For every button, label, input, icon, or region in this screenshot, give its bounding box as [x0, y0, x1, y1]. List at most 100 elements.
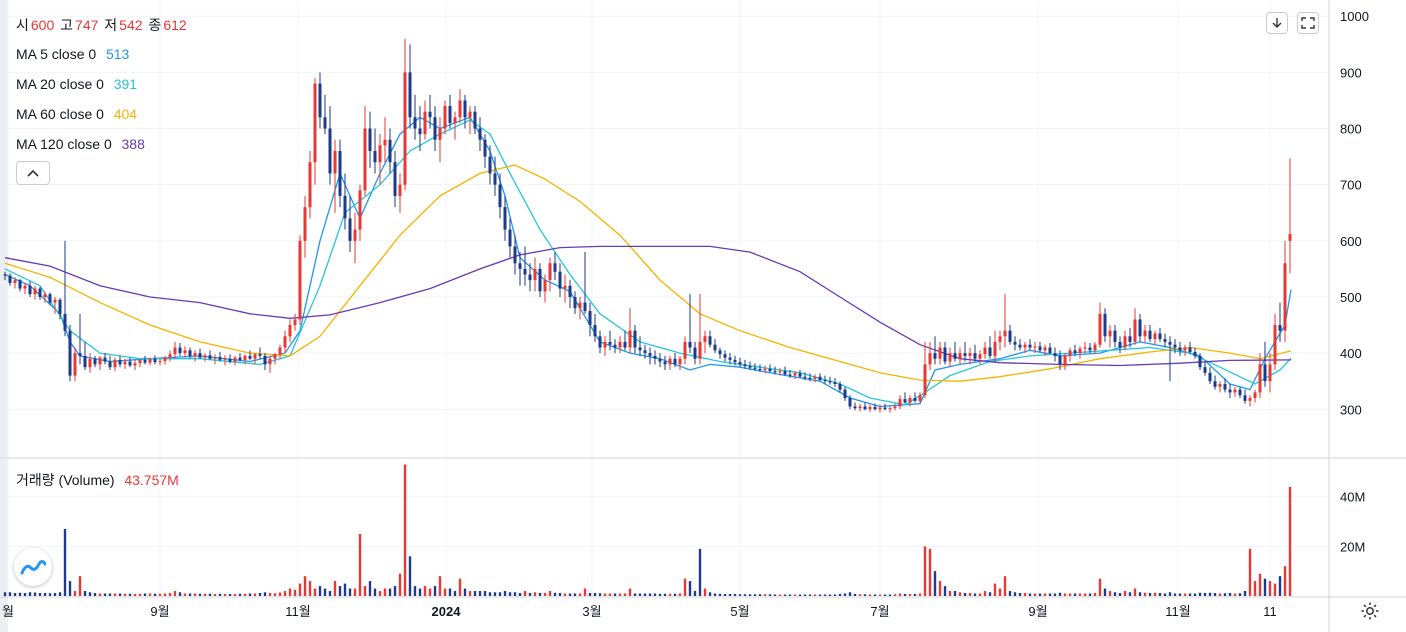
- candle-body: [1158, 333, 1162, 340]
- candle-body: [1183, 347, 1187, 351]
- volume-bar: [448, 588, 452, 596]
- ma5-legend[interactable]: MA 5 close 0 513: [16, 44, 131, 64]
- time-tick-label: 3월: [582, 604, 601, 619]
- candle-body: [513, 246, 517, 264]
- volume-bar: [388, 588, 392, 596]
- settings-button[interactable]: [1360, 601, 1380, 627]
- candle-body: [1103, 313, 1107, 337]
- volume-bar: [63, 529, 67, 596]
- volume-bar: [478, 591, 482, 596]
- volume-bar: [1223, 593, 1227, 596]
- candle-body: [213, 357, 217, 359]
- volume-bar: [118, 593, 122, 596]
- volume-bar: [1028, 593, 1032, 596]
- candle-body: [493, 173, 497, 185]
- ma60-value: 404: [113, 106, 138, 122]
- candle-body: [333, 150, 337, 174]
- candle-body: [673, 358, 677, 365]
- volume-bar: [353, 588, 357, 596]
- candle-body: [908, 398, 912, 403]
- volume-bar: [138, 593, 142, 596]
- volume-bar: [443, 588, 447, 596]
- open-label: 시: [16, 17, 29, 33]
- candle-body: [898, 399, 902, 407]
- volume-bar: [643, 593, 647, 596]
- price-tick-label: 900: [1340, 65, 1362, 80]
- volume-bar: [1258, 573, 1262, 596]
- volume-bar: [433, 586, 437, 596]
- candle-body: [1088, 347, 1092, 351]
- volume-bar: [893, 594, 897, 596]
- candle-body: [3, 274, 7, 276]
- candle-body: [278, 347, 282, 355]
- candle-body: [848, 398, 852, 407]
- candle-body: [558, 271, 562, 289]
- candle-body: [1133, 319, 1137, 342]
- volume-bar: [1128, 592, 1132, 596]
- volume-bar: [383, 588, 387, 596]
- candle-body: [598, 336, 602, 348]
- volume-bar: [1018, 593, 1022, 596]
- candle-body: [183, 350, 187, 354]
- volume-bar: [233, 594, 237, 596]
- price-tick-label: 400: [1340, 346, 1362, 361]
- volume-bar: [668, 593, 672, 596]
- ma60-legend[interactable]: MA 60 close 0 404: [16, 104, 139, 124]
- ma20-legend[interactable]: MA 20 close 0 391: [16, 74, 139, 94]
- volume-bar: [593, 593, 597, 596]
- download-button[interactable]: [1266, 12, 1288, 34]
- volume-bar: [1123, 591, 1127, 596]
- volume-bar: [623, 593, 627, 596]
- volume-bar: [3, 592, 7, 596]
- candle-body: [363, 128, 367, 191]
- candle-body: [413, 117, 417, 129]
- left-edge: [0, 0, 8, 632]
- volume-bar: [518, 593, 522, 596]
- fullscreen-button[interactable]: [1297, 12, 1319, 34]
- volume-bar: [303, 576, 307, 596]
- volume-bar: [298, 583, 302, 596]
- candle-body: [803, 376, 807, 378]
- candle-body: [1098, 313, 1102, 345]
- candle-body: [788, 374, 792, 376]
- volume-bar: [1213, 593, 1217, 596]
- candle-body: [768, 368, 772, 372]
- candle-body: [953, 353, 957, 359]
- tradingview-logo[interactable]: [14, 548, 52, 586]
- candle-body: [263, 355, 267, 365]
- candle-body: [753, 367, 757, 369]
- volume-bar: [828, 594, 832, 596]
- candle-body: [548, 263, 552, 281]
- volume-bar: [113, 593, 117, 596]
- candle-body: [988, 347, 992, 356]
- volume-bar: [248, 593, 252, 596]
- candle-body: [1188, 347, 1192, 353]
- candle-body: [578, 302, 582, 309]
- volume-bar: [553, 592, 557, 596]
- candle-body: [793, 373, 797, 376]
- volume-bar: [938, 581, 942, 596]
- volume-bar: [758, 594, 762, 596]
- candle-body: [473, 111, 477, 129]
- volume-bar: [1138, 592, 1142, 596]
- volume-bar: [738, 594, 742, 596]
- volume-legend[interactable]: 거래량 (Volume) 43.757M: [16, 470, 181, 490]
- volume-bar: [663, 593, 667, 596]
- volume-bar: [1248, 548, 1252, 596]
- volume-bar: [723, 594, 727, 596]
- candle-body: [228, 358, 232, 362]
- volume-bar: [1263, 578, 1267, 596]
- collapse-legend-button[interactable]: [16, 161, 50, 185]
- candle-body: [1208, 372, 1212, 382]
- candle-body: [853, 406, 857, 409]
- candle-body: [383, 139, 387, 146]
- volume-bar: [1188, 593, 1192, 596]
- ma120-legend[interactable]: MA 120 close 0 388: [16, 134, 147, 154]
- candle-body: [1263, 364, 1267, 382]
- candle-body: [28, 285, 32, 295]
- volume-bar: [793, 594, 797, 596]
- candle-body: [88, 358, 92, 368]
- candle-body: [763, 368, 767, 370]
